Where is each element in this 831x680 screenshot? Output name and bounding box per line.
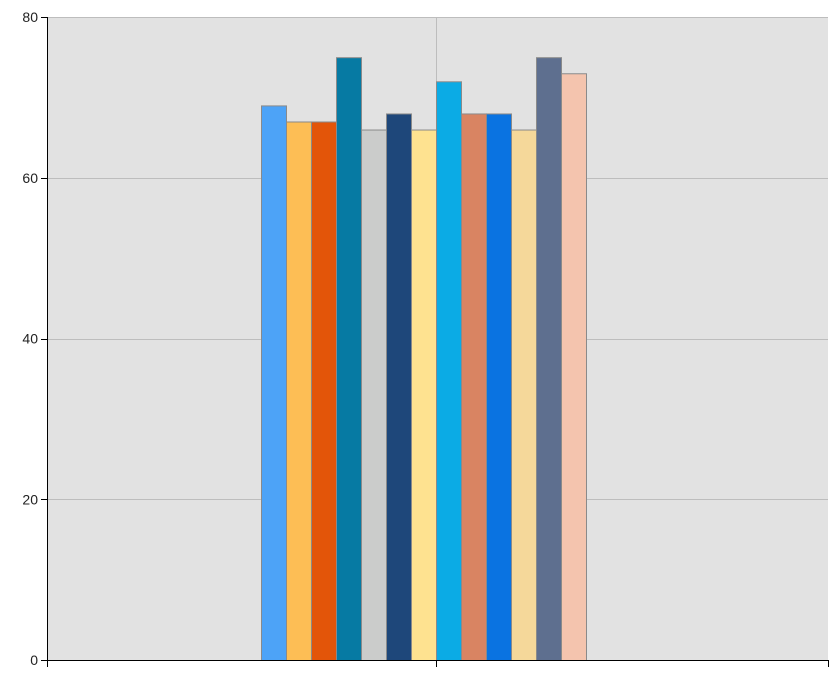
bar-12 [536,57,562,661]
bar-11 [511,129,537,661]
y-tick-label-80: 80 [22,9,38,25]
bar-1 [261,105,287,662]
bar-5 [361,129,387,661]
bar-series-group [261,57,587,662]
y-tick-labels: 0 20 40 60 80 [22,9,38,668]
bar-9 [461,113,487,661]
bar-2 [286,121,312,662]
y-tick-label-60: 60 [22,170,38,186]
bar-7 [411,129,437,661]
bar-13 [561,73,587,661]
bar-6 [386,113,412,661]
y-tick-label-20: 20 [22,491,38,507]
bar-8 [436,81,462,662]
y-tick-label-0: 0 [30,652,38,668]
bar-3 [311,121,337,662]
bar-4 [336,57,362,661]
y-tick-label-40: 40 [22,331,38,347]
bar-10 [486,113,512,661]
axes [41,17,829,667]
